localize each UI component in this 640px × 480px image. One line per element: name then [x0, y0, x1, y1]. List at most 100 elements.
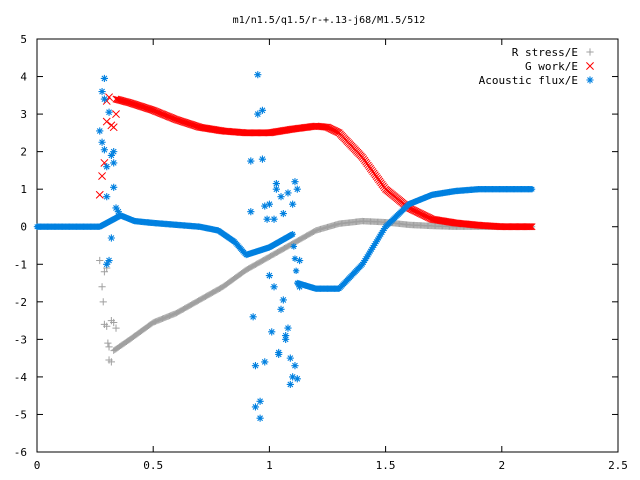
series-2-scatter-point	[100, 95, 108, 103]
series-1-scatter-point	[112, 110, 120, 119]
series-2-point	[290, 243, 298, 250]
x-tick-label: 1.5	[376, 459, 396, 472]
chart-title: m1/n1.5/q1.5/r-+.13-j68/M1.5/512	[233, 15, 426, 26]
series-2-scatter-point	[98, 138, 106, 146]
series-2-scatter-point	[293, 185, 301, 193]
series-layer	[33, 71, 536, 422]
series-2-scatter-point	[296, 256, 304, 265]
series-2-scatter-point	[272, 185, 280, 193]
series-0-scatter-point	[107, 358, 115, 366]
legend-label: R stress/E	[512, 46, 578, 59]
series-2-scatter-point	[265, 271, 273, 280]
y-tick-label: 5	[20, 33, 27, 46]
series-2-scatter-point	[291, 362, 299, 370]
series-2-scatter-point	[265, 200, 273, 208]
legend-label: Acoustic flux/E	[479, 74, 578, 87]
y-tick-label: -3	[14, 333, 27, 346]
series-2-scatter-point	[98, 87, 106, 96]
series-2-scatter-point	[270, 283, 278, 291]
axis-ticks	[36, 38, 619, 453]
series-2-scatter-point	[103, 260, 111, 268]
x-tick-label: 2	[498, 459, 505, 472]
series-2-scatter-point	[258, 155, 267, 163]
series-1-scatter-point	[98, 172, 107, 180]
series-2-scatter-point	[293, 375, 301, 383]
series-2-scatter-point	[258, 106, 267, 114]
series-2-scatter-point	[254, 110, 262, 118]
y-tick-label: 3	[20, 108, 27, 121]
x-tick-label: 2.5	[608, 459, 628, 472]
y-tick-label: 2	[20, 146, 27, 159]
series-2-scatter-point	[284, 189, 292, 197]
series-2-scatter-point	[100, 146, 108, 154]
series-2-scatter-point	[289, 200, 297, 208]
series-2-scatter-point	[272, 179, 280, 188]
series-2-scatter-point	[96, 127, 104, 135]
series-2-scatter-point	[105, 256, 113, 265]
series-2-scatter-point	[249, 313, 257, 321]
series-2-point	[289, 231, 296, 238]
series-1-point	[528, 223, 536, 231]
legend-marker	[586, 62, 594, 70]
x-tick-label: 0	[34, 459, 41, 472]
x-tick-label: 1	[266, 459, 273, 472]
series-2-scatter-point	[263, 215, 271, 223]
series-2-scatter-point	[110, 148, 118, 156]
y-tick-label: 4	[20, 71, 27, 84]
series-2-scatter-point	[270, 215, 278, 223]
series-0-scatter-point	[112, 324, 120, 332]
legend-marker	[586, 48, 594, 56]
series-2-scatter-point	[107, 234, 115, 242]
series-0-scatter-point	[105, 343, 113, 351]
series-2-point	[291, 255, 299, 262]
series-2-scatter-point	[103, 193, 111, 201]
series-2-scatter-point	[103, 163, 111, 171]
series-2-scatter-point	[100, 74, 108, 83]
series-2-scatter-point	[256, 397, 264, 405]
y-tick-label: -5	[14, 408, 27, 421]
series-2-scatter-point	[289, 373, 297, 381]
series-2-scatter-point	[261, 202, 269, 210]
series-2-scatter-point	[110, 159, 118, 167]
series-2-scatter-point	[256, 414, 264, 422]
series-2-scatter-point	[279, 296, 287, 304]
series-1-point	[524, 223, 533, 231]
series-2-scatter-point	[277, 305, 285, 313]
series-1-scatter-point	[109, 123, 118, 132]
series-2-scatter-point	[284, 324, 292, 332]
series-2-scatter-point	[282, 335, 290, 343]
series-2-scatter-point	[251, 403, 260, 411]
y-tick-label: 1	[20, 183, 27, 196]
series-2-scatter-point	[247, 208, 255, 216]
series-2-scatter-point	[105, 108, 113, 116]
series-2-scatter-point	[110, 183, 118, 191]
series-2-scatter-point	[114, 208, 122, 216]
series-2-scatter-point	[261, 358, 269, 366]
series-1-point	[526, 223, 534, 231]
series-2	[33, 71, 536, 422]
axis-tick-labels: 0 0.5 1 1.5 2 2.5 -6 -5 -4 -3 -2 -1 0 1 2 3 4 5	[14, 33, 628, 472]
y-tick-label: -4	[14, 371, 28, 384]
series-2-scatter-point	[275, 348, 283, 357]
plot-frame	[36, 38, 619, 453]
y-tick-label: -6	[14, 446, 27, 459]
legend-label: G work/E	[525, 60, 578, 73]
series-2-point	[528, 185, 536, 193]
series-2-scatter-point	[291, 178, 299, 186]
y-tick-label: -1	[14, 258, 27, 271]
series-1-scatter-point	[102, 117, 111, 126]
series-0-scatter-point	[110, 318, 118, 327]
series-2-scatter-point	[279, 209, 287, 218]
series-2-scatter-point	[247, 157, 255, 165]
legend-marker	[586, 76, 594, 84]
series-2-scatter-point	[296, 283, 304, 291]
series-0-scatter-point	[99, 298, 107, 306]
series-2-scatter-point	[286, 380, 294, 389]
series-2-scatter-point	[286, 354, 294, 362]
series-2-scatter-point	[107, 151, 115, 159]
series-1-scatter-point	[95, 190, 104, 199]
series-2-scatter-point	[251, 362, 260, 370]
x-tick-label: 0.5	[143, 459, 163, 472]
